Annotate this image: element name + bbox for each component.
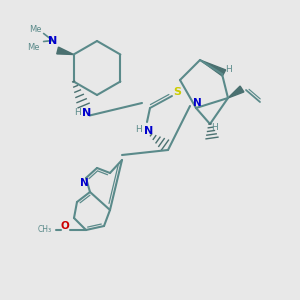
Text: N: N: [80, 178, 88, 188]
Text: H: H: [212, 124, 218, 133]
Text: N: N: [48, 35, 57, 46]
Text: S: S: [173, 87, 181, 97]
Text: H: H: [135, 125, 141, 134]
Text: Me: Me: [27, 43, 40, 52]
Polygon shape: [228, 86, 244, 98]
Polygon shape: [200, 60, 226, 76]
Text: Me: Me: [29, 25, 42, 34]
Text: N: N: [82, 109, 91, 118]
Text: O: O: [61, 221, 69, 231]
Text: N: N: [193, 98, 201, 108]
Polygon shape: [57, 47, 74, 55]
Text: H: H: [226, 65, 232, 74]
Text: CH₃: CH₃: [38, 226, 52, 235]
Text: H: H: [74, 108, 81, 117]
Text: N: N: [144, 126, 154, 136]
